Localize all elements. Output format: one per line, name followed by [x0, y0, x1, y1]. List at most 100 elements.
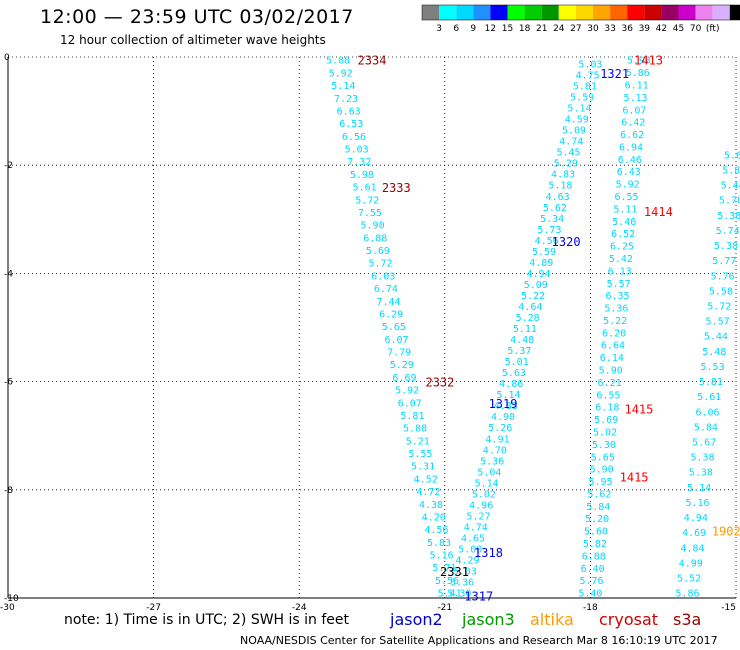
- swh-value: 5.01: [505, 357, 529, 368]
- swh-value: 6.88: [582, 551, 606, 562]
- swh-value: 5.57: [607, 279, 631, 290]
- swh-value: 5.02: [593, 427, 617, 438]
- swh-value: 5.38: [717, 211, 740, 222]
- swh-value: 5.03: [453, 567, 477, 578]
- chart-title: 12:00 — 23:59 UTC 03/02/2017: [40, 6, 354, 28]
- swh-value: 5.00: [458, 544, 482, 555]
- colorbar-swatch: [678, 5, 696, 20]
- pass-number-label: 1413: [634, 54, 663, 68]
- swh-value: 6.55: [596, 390, 620, 401]
- swh-value: 5.44: [721, 181, 740, 192]
- swh-value: 5.52: [677, 573, 701, 584]
- swh-value: 5.38: [690, 453, 714, 464]
- swh-value: 5.67: [692, 437, 716, 448]
- swh-value: 5.37: [507, 346, 531, 357]
- swh-value: 5.72: [355, 195, 379, 206]
- swh-value: 5.29: [554, 159, 578, 170]
- swh-value: 4.86: [499, 379, 523, 390]
- swh-value: 6.43: [617, 167, 641, 178]
- swh-value: 5.48: [702, 347, 726, 358]
- swh-value: 5.84: [694, 422, 718, 433]
- swh-value: 6.63: [337, 106, 361, 117]
- swh-value: 4.64: [518, 302, 542, 313]
- colorbar-label: 15: [502, 24, 513, 34]
- swh-value: 5.41: [438, 589, 462, 600]
- swh-value: 5.38: [689, 468, 713, 479]
- swh-value: 5.46: [612, 217, 636, 228]
- swh-value: 5.90: [361, 221, 385, 232]
- swh-value: 5.11: [613, 204, 637, 215]
- swh-value: 5.98: [350, 170, 374, 181]
- pass-number-label: 1415: [624, 403, 653, 417]
- swh-value: 5.18: [548, 181, 572, 192]
- swh-value: 5.16: [430, 551, 454, 562]
- swh-value: 4.56: [535, 236, 559, 247]
- swh-value: 4.84: [680, 543, 704, 554]
- swh-value: 5.21: [406, 436, 430, 447]
- swh-value: 4.52: [414, 474, 438, 485]
- swh-value: 5.02: [472, 489, 496, 500]
- swh-value: 5.45: [557, 148, 581, 159]
- swh-value: 5.72: [369, 259, 393, 270]
- swh-value: 4.94: [526, 269, 550, 280]
- swh-value: 6.03: [371, 271, 395, 282]
- swh-value: 5.14: [567, 104, 591, 115]
- colorbar-swatch: [644, 5, 662, 20]
- pass-number-label: 1317: [464, 589, 493, 603]
- colorbar-frame: [421, 4, 740, 21]
- swh-value: 6.55: [614, 192, 638, 203]
- swh-value: 4.72: [416, 487, 440, 498]
- swh-value: 5.65: [382, 322, 406, 333]
- swh-value: 4.20: [422, 512, 446, 523]
- swh-value: 6.94: [619, 142, 643, 153]
- swh-value: 6.11: [625, 80, 649, 91]
- colorbar-label: 24: [553, 24, 565, 34]
- swh-value: 5.72: [707, 301, 731, 312]
- swh-value: 5.26: [488, 423, 512, 434]
- swh-value: 5.58: [709, 286, 733, 297]
- swh-value: 5.69: [594, 415, 618, 426]
- swh-value: 5.30: [447, 589, 471, 600]
- colorbar-label: (ft): [706, 24, 720, 34]
- swh-value: 4.38: [419, 500, 443, 511]
- swh-value: 5.59: [532, 247, 556, 258]
- swh-value: 6.35: [605, 291, 629, 302]
- colorbar-swatch: [558, 5, 576, 20]
- swh-value: 4.56: [424, 525, 448, 536]
- swh-value: 5.36: [604, 304, 628, 315]
- swh-value: 4.63: [546, 192, 570, 203]
- swh-value: 5.63: [502, 368, 526, 379]
- swh-value: 4.65: [461, 533, 485, 544]
- colorbar-swatch: [473, 5, 491, 20]
- swh-value: 6.62: [620, 130, 644, 141]
- swh-value: 4.74: [464, 522, 488, 533]
- swh-value: 4.75: [576, 71, 600, 82]
- swh-value: 6.21: [598, 378, 622, 389]
- swh-value: 5.70: [719, 196, 740, 207]
- swh-value: 6.42: [621, 118, 645, 129]
- swh-value: 5.13: [624, 93, 648, 104]
- y-tick-label: -8: [4, 486, 13, 496]
- colorbar-swatch: [575, 5, 593, 20]
- swh-value: 6.18: [595, 403, 619, 414]
- colorbar-swatch: [541, 5, 559, 20]
- mission-jason2: jason2: [390, 610, 443, 629]
- pass-number-label: 1414: [644, 205, 673, 219]
- swh-value: 6.25: [610, 242, 634, 253]
- swh-value: 5.38: [714, 241, 738, 252]
- swh-value: 6.53: [339, 119, 363, 130]
- swh-value: 6.64: [601, 341, 625, 352]
- swh-value: 5.90: [590, 465, 614, 476]
- colorbar-swatch: [507, 5, 525, 20]
- swh-value: 4.91: [486, 434, 510, 445]
- swh-value: 5.28: [516, 313, 540, 324]
- y-tick-label: 0: [4, 53, 10, 63]
- swh-value: 5.61: [697, 392, 721, 403]
- colorbar-label: 39: [639, 24, 651, 34]
- swh-value: 6.56: [342, 132, 366, 143]
- swh-value: 6.07: [622, 105, 646, 116]
- swh-value: 5.22: [603, 316, 627, 327]
- mission-jason3: jason3: [462, 610, 515, 629]
- y-tick-label: -4: [4, 269, 13, 279]
